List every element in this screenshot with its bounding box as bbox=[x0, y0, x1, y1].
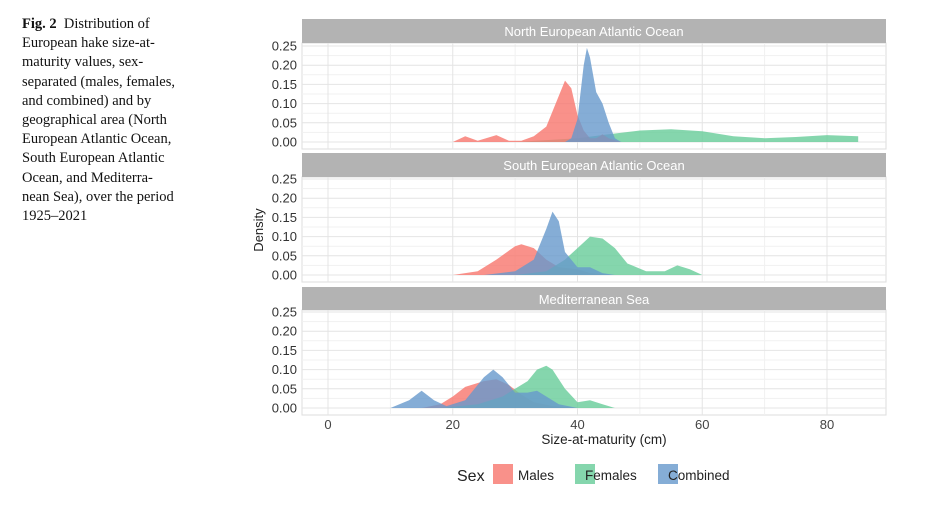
caption-line: South European Atlantic bbox=[22, 150, 165, 167]
x-axis-label: Size-at-maturity (cm) bbox=[541, 432, 666, 447]
caption-line: European Atlantic Ocean, bbox=[22, 131, 172, 148]
y-tick-label: 0.20 bbox=[272, 324, 297, 339]
panel-background bbox=[301, 309, 887, 416]
y-tick-label: 0.20 bbox=[272, 58, 297, 73]
x-tick-label: 20 bbox=[446, 417, 460, 432]
y-tick-label: 0.05 bbox=[272, 381, 297, 396]
facet-strip bbox=[302, 153, 886, 177]
density-area-combined bbox=[390, 369, 578, 408]
caption-line: separated (males, females, bbox=[22, 73, 175, 90]
x-tick-label: 60 bbox=[695, 417, 709, 432]
facet-strip bbox=[302, 19, 886, 43]
facet-strip bbox=[302, 287, 886, 310]
legend-label-females: Females bbox=[585, 468, 637, 483]
caption-line: nean Sea), over the period bbox=[22, 188, 174, 205]
y-tick-label: 0.05 bbox=[272, 248, 297, 263]
y-tick-label: 0.00 bbox=[272, 268, 297, 283]
y-tick-label: 0.20 bbox=[272, 191, 297, 206]
facet-title: South European Atlantic Ocean bbox=[503, 158, 684, 173]
y-tick-label: 0.05 bbox=[272, 115, 297, 130]
y-tick-label: 0.00 bbox=[272, 135, 297, 150]
y-tick-label: 0.00 bbox=[272, 401, 297, 416]
caption-line: Distribution of bbox=[63, 16, 150, 32]
caption-line: 1925–2021 bbox=[22, 208, 88, 225]
caption-line: Ocean, and Mediterra- bbox=[22, 169, 153, 186]
caption-line: and combined) and by bbox=[22, 92, 152, 109]
x-tick-label: 80 bbox=[820, 417, 834, 432]
caption-line: geographical area (North bbox=[22, 112, 167, 129]
facet-title: Mediterranean Sea bbox=[539, 292, 650, 307]
x-tick-label: 40 bbox=[570, 417, 584, 432]
legend-swatch-combined bbox=[658, 464, 678, 484]
legend-title: Sex bbox=[457, 468, 485, 485]
legend-swatch-females bbox=[575, 464, 595, 484]
caption-line: maturity values, sex- bbox=[22, 54, 144, 71]
y-axis-label: Density bbox=[251, 208, 266, 252]
figure-caption: Fig. 2 Distribution of European hake siz… bbox=[22, 15, 222, 226]
y-tick-label: 0.15 bbox=[272, 210, 297, 225]
density-area-males bbox=[452, 244, 609, 275]
x-tick-label: 0 bbox=[324, 417, 331, 432]
y-tick-label: 0.25 bbox=[272, 305, 297, 320]
density-area-combined bbox=[483, 211, 615, 275]
y-tick-label: 0.25 bbox=[272, 39, 297, 54]
y-tick-label: 0.25 bbox=[272, 172, 297, 187]
density-area-combined bbox=[565, 47, 622, 142]
figure-label: Fig. 2 bbox=[22, 16, 57, 32]
y-tick-label: 0.10 bbox=[272, 229, 297, 244]
legend-swatch-males bbox=[493, 464, 513, 484]
y-tick-label: 0.15 bbox=[272, 77, 297, 92]
y-tick-label: 0.15 bbox=[272, 343, 297, 358]
facet-title: North European Atlantic Ocean bbox=[504, 24, 683, 39]
caption-line: European hake size-at- bbox=[22, 35, 155, 52]
legend-label-males: Males bbox=[518, 468, 554, 483]
y-tick-label: 0.10 bbox=[272, 96, 297, 111]
y-tick-label: 0.10 bbox=[272, 362, 297, 377]
legend-label-combined: Combined bbox=[668, 468, 730, 483]
density-area-females bbox=[440, 365, 615, 408]
